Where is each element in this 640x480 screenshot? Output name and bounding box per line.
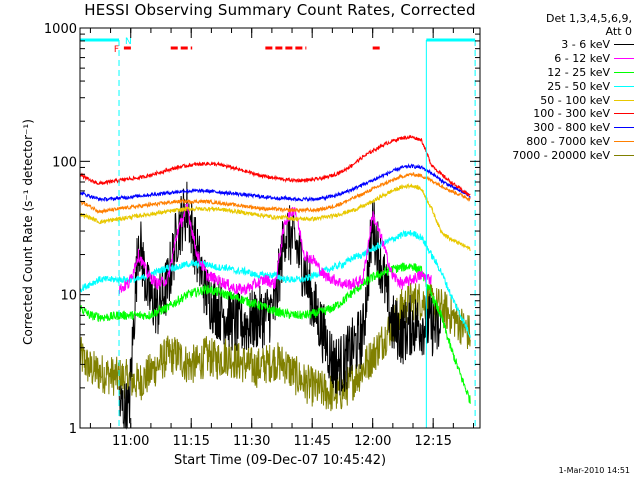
legend-label: 3 - 6 keV xyxy=(561,38,610,52)
legend-swatch xyxy=(614,140,634,142)
x-tick-label-12-00: 12:00 xyxy=(354,434,391,449)
legend-header-line1: Det 1,3,4,5,6,9, xyxy=(545,12,632,25)
legend-label: 100 - 300 keV xyxy=(533,107,610,121)
legend-item-800-7000-kev: 800 - 7000 keV xyxy=(484,135,634,149)
series-line-300-800-kev xyxy=(79,162,471,203)
y-tick-label-1000: 1000 xyxy=(44,22,77,37)
x-tick-label-11-45: 11:45 xyxy=(293,434,330,449)
legend-item-100-300-kev: 100 - 300 keV xyxy=(484,107,634,121)
legend-label: 25 - 50 keV xyxy=(547,79,610,93)
series-line-800-7000-kev xyxy=(79,172,471,215)
legend-item-6-12-kev: 6 - 12 keV xyxy=(484,52,634,66)
legend-item-25-50-kev: 25 - 50 keV xyxy=(484,79,634,93)
x-tick-label-11-15: 11:15 xyxy=(172,434,209,449)
generation-timestamp: 1-Mar-2010 14:51 xyxy=(558,466,630,475)
legend-label: 12 - 25 keV xyxy=(547,65,610,79)
series-line-100-300-kev xyxy=(79,134,471,197)
chart-title: HESSI Observing Summary Count Rates, Cor… xyxy=(84,1,476,19)
x-tick-label-12-15: 12:15 xyxy=(414,434,451,449)
flag-label-f: F xyxy=(114,45,119,55)
y-tick-label-1: 1 xyxy=(69,422,77,437)
legend-label: 50 - 100 keV xyxy=(540,93,610,107)
legend-item-7000-20000-kev: 7000 - 20000 keV xyxy=(484,148,634,162)
series-line-12-25-kev xyxy=(79,262,471,404)
y-axis-label: Corrected Count Rate (s⁻¹ detector⁻¹) xyxy=(21,119,35,345)
legend-label: 6 - 12 keV xyxy=(554,52,610,66)
series-line-7000-20000-kev xyxy=(79,283,471,412)
legend-swatch xyxy=(614,58,634,60)
legend: Det 1,3,4,5,6,9, Att 0 3 - 6 keV 6 - 12 k… xyxy=(484,12,634,162)
legend-swatch xyxy=(614,99,634,101)
legend-item-12-25-kev: 12 - 25 keV xyxy=(484,66,634,80)
legend-header-line2: Att 0 xyxy=(605,25,632,38)
legend-swatch xyxy=(614,71,634,73)
legend-item-50-100-kev: 50 - 100 keV xyxy=(484,93,634,107)
legend-item-300-800-kev: 300 - 800 keV xyxy=(484,121,634,135)
y-tick-label-100: 100 xyxy=(52,155,77,170)
series-line-50-100-kev xyxy=(79,182,471,252)
x-tick-label-11-30: 11:30 xyxy=(233,434,270,449)
x-axis-label: Start Time (09-Dec-07 10:45:42) xyxy=(173,453,387,468)
legend-label: 800 - 7000 keV xyxy=(526,134,610,148)
legend-label: 300 - 800 keV xyxy=(533,121,610,135)
series-line-6-12-kev xyxy=(118,203,432,295)
legend-swatch xyxy=(614,85,634,87)
y-tick-label-10: 10 xyxy=(60,289,77,304)
legend-swatch xyxy=(614,127,634,129)
x-tick-label-11-00: 11:00 xyxy=(112,434,149,449)
series-line-25-50-kev xyxy=(79,229,471,338)
legend-item-3-6-kev: 3 - 6 keV xyxy=(484,38,634,52)
legend-swatch xyxy=(614,44,634,46)
flag-label-n: N xyxy=(125,37,132,47)
plot-frame xyxy=(79,27,481,429)
legend-label: 7000 - 20000 keV xyxy=(512,148,610,162)
legend-swatch xyxy=(614,154,634,156)
legend-swatch xyxy=(614,113,634,115)
